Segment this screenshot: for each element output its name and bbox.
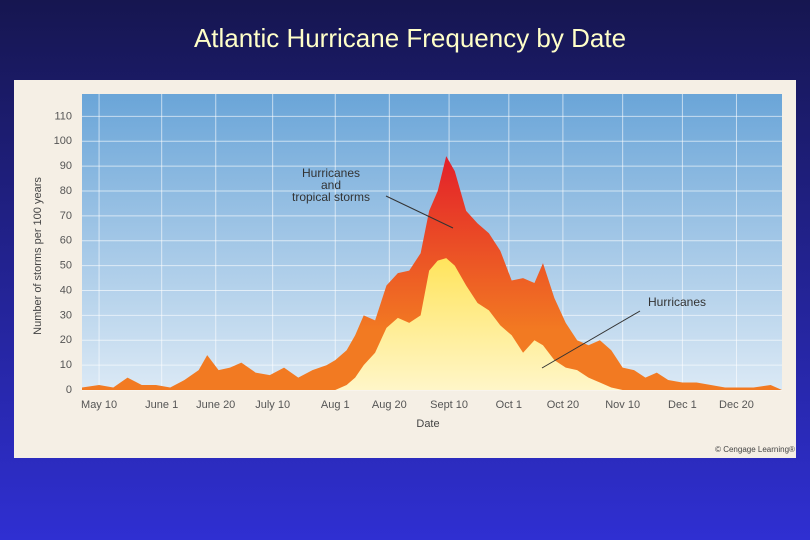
x-tick-label: Sept 10 (430, 399, 468, 411)
y-tick-label: 60 (60, 235, 72, 247)
y-tick-label: 80 (60, 185, 72, 197)
annotation: Hurricanes (647, 295, 707, 309)
y-tick-label: 90 (60, 160, 72, 172)
y-tick-label: 30 (60, 309, 72, 321)
y-tick-label: 70 (60, 210, 72, 222)
y-axis-label: Number of storms per 100 years (32, 177, 44, 335)
x-tick-label: Nov 10 (605, 399, 640, 411)
area (82, 258, 782, 390)
y-tick-label: 20 (60, 334, 72, 346)
x-axis-label: Date (416, 418, 439, 430)
x-tick-label: Oct 1 (496, 399, 522, 411)
y-tick-label: 100 (54, 135, 72, 147)
leader-line (385, 195, 454, 229)
y-tick-label: 110 (54, 110, 72, 122)
leader-line (541, 310, 641, 369)
x-tick-label: Oct 20 (547, 399, 579, 411)
x-tick-label: Dec 1 (668, 399, 697, 411)
y-tick-label: 0 (66, 384, 72, 396)
annotation: Hurricanes and tropical storms (291, 166, 371, 204)
x-tick-label: July 10 (255, 399, 290, 411)
x-tick-label: Aug 1 (321, 399, 350, 411)
y-tick-label: 50 (60, 260, 72, 272)
y-tick-label: 40 (60, 284, 72, 296)
x-tick-label: Aug 20 (372, 399, 407, 411)
x-tick-label: June 1 (145, 399, 178, 411)
slide-title: Atlantic Hurricane Frequency by Date (194, 23, 626, 53)
y-tick-label: 10 (60, 359, 72, 371)
x-tick-label: Dec 20 (719, 399, 754, 411)
x-tick-label: May 10 (81, 399, 117, 411)
x-tick-label: June 20 (196, 399, 235, 411)
credit: © Cengage Learning® (715, 445, 795, 454)
